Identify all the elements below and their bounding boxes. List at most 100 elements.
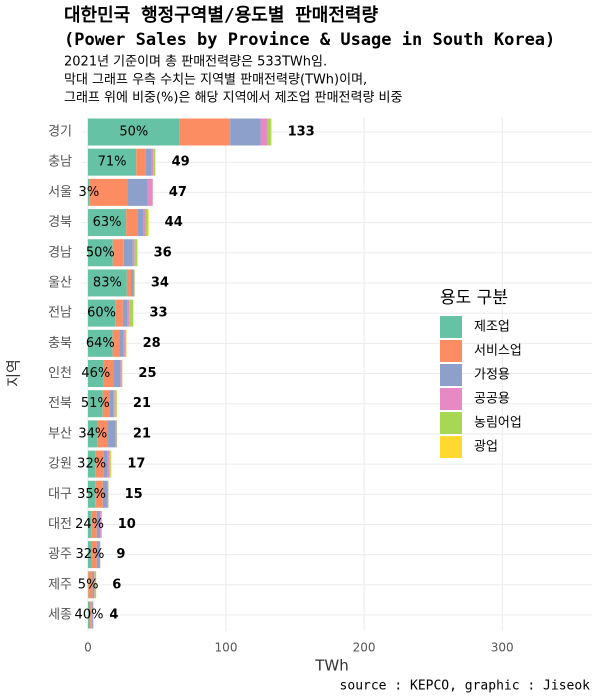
total-label: 9 — [116, 547, 125, 562]
bar-segment — [230, 118, 261, 146]
bar-segment — [87, 148, 137, 176]
share-label: 71% — [98, 155, 127, 170]
share-label: 60% — [87, 306, 116, 321]
y-tick-label: 대전 — [48, 517, 72, 532]
bar-segment — [102, 390, 110, 418]
bar-segment — [260, 118, 268, 146]
bar-segment — [91, 601, 93, 629]
total-label: 49 — [172, 155, 190, 170]
legend-label: 가정용 — [474, 368, 510, 383]
y-tick-label: 충남 — [48, 155, 72, 170]
bar-segment — [87, 510, 92, 538]
bar-segment — [132, 239, 135, 267]
bar-segment — [87, 601, 91, 629]
bar-segment — [113, 360, 121, 387]
bar-segment — [115, 420, 117, 448]
bar-segment — [107, 450, 110, 478]
marks — [87, 118, 272, 629]
x-tick-label: 300 — [491, 641, 514, 655]
legend-label: 광업 — [474, 440, 498, 455]
y-tick-label: 충북 — [48, 336, 72, 351]
total-label: 15 — [125, 487, 143, 502]
share-label: 64% — [86, 336, 115, 351]
share-label: 46% — [81, 366, 110, 381]
bar-segment — [151, 148, 154, 176]
legend-key — [440, 436, 462, 458]
bar-segment — [110, 450, 112, 478]
share-label: 51% — [81, 396, 110, 411]
bar-segment — [108, 420, 116, 448]
bar-segment — [113, 390, 115, 418]
bar-segment — [147, 178, 153, 206]
share-label: 32% — [77, 457, 106, 472]
bar-segment — [137, 209, 144, 237]
bar-segment — [147, 209, 149, 237]
bar-segment — [96, 510, 101, 538]
legend-label: 농림어업 — [474, 416, 522, 431]
bar-segment — [87, 299, 116, 327]
legend-key — [440, 412, 462, 434]
legend-key — [440, 316, 462, 338]
bar-segment — [91, 510, 97, 538]
bar-segment — [90, 601, 92, 629]
bar-segment — [91, 541, 97, 569]
legend-label: 제조업 — [474, 320, 510, 335]
share-label: 40% — [75, 608, 104, 623]
subtitle: 그래프 위에 비중(%)은 해당 지역에서 제조업 판매전력량 비중 — [64, 91, 403, 106]
share-label: 63% — [93, 215, 122, 230]
total-label: 34 — [151, 275, 169, 290]
y-tick-label: 경남 — [48, 245, 72, 260]
bar-segment — [136, 148, 146, 176]
y-tick-label: 인천 — [48, 366, 72, 381]
bar-segment — [107, 480, 109, 508]
bar-segment — [97, 420, 109, 448]
bar-segment — [87, 209, 127, 237]
bar-segment — [114, 390, 117, 418]
bar-segment — [95, 450, 104, 478]
bar-segment — [122, 299, 128, 327]
y-tick-label: 울산 — [48, 275, 72, 290]
share-label: 24% — [75, 517, 104, 532]
bar-segment — [129, 299, 134, 327]
bar-segment — [120, 360, 122, 387]
bar-segment — [127, 299, 130, 327]
bar-segment — [153, 148, 156, 176]
bar-segment — [115, 299, 123, 327]
y-tick-label: 대구 — [48, 487, 72, 502]
bar-segment — [95, 480, 103, 508]
total-label: 10 — [118, 517, 136, 532]
total-label: 25 — [138, 366, 156, 381]
total-label: 21 — [133, 396, 151, 411]
y-tick-label: 전북 — [48, 396, 72, 411]
bar-segment — [123, 239, 133, 267]
bar-segment — [270, 118, 272, 146]
caption: source : KEPCO, graphic : Jiseok — [340, 679, 591, 694]
y-tick-label: 강원 — [48, 457, 72, 472]
legend-title: 용도 구분 — [440, 288, 508, 308]
bar-segment — [112, 239, 124, 267]
bar-segment — [87, 450, 96, 478]
total-label: 4 — [109, 608, 118, 623]
legend-label: 공공용 — [474, 392, 510, 407]
subtitle: 2021년 기준이며 총 판매전력량은 533TWh임. — [64, 55, 327, 70]
share-label: 34% — [78, 426, 107, 441]
bar-segment — [109, 450, 111, 478]
total-label: 33 — [149, 306, 167, 321]
grid — [81, 117, 592, 631]
bar-segment — [102, 480, 108, 508]
x-axis-label: TWh — [314, 657, 349, 675]
bar-segment — [87, 420, 98, 448]
y-tick-label: 서울 — [48, 185, 72, 200]
bar-segment — [134, 239, 138, 267]
bar-segment — [112, 329, 120, 357]
bar-segment — [103, 450, 108, 478]
total-label: 36 — [154, 245, 172, 260]
bar-segment — [88, 571, 93, 599]
share-label: 35% — [77, 487, 106, 502]
bar-segment — [100, 510, 102, 538]
x-tick-label: 200 — [353, 641, 376, 655]
bar-segment — [92, 571, 95, 599]
share-label: 50% — [119, 125, 148, 140]
y-tick-label: 경기 — [48, 125, 72, 140]
